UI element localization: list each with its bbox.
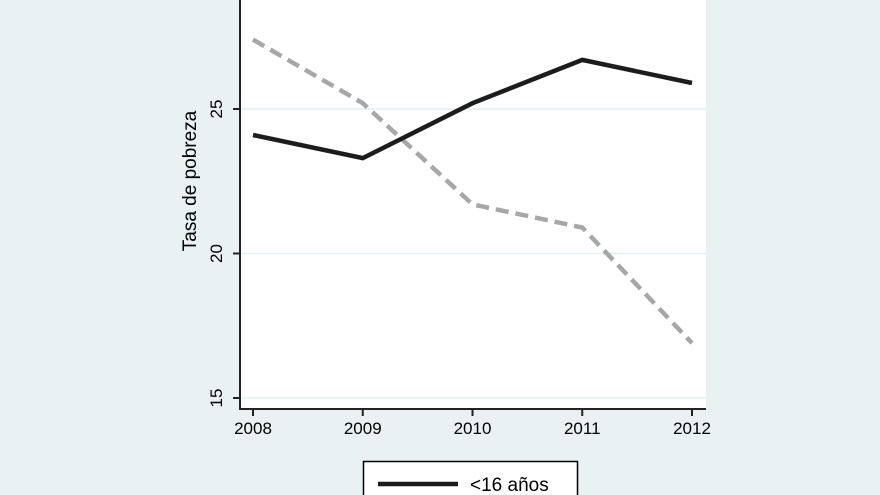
plot-area (240, 0, 706, 409)
series-line-1 (251, 37, 694, 345)
y-axis-title: Tasa de pobreza (180, 110, 201, 251)
legend-box (362, 460, 579, 495)
series-line-0 (252, 57, 693, 161)
y-tick-label-25: 25 (207, 100, 226, 119)
x-tick-label-2008: 2008 (234, 419, 272, 438)
x-tick-label-2009: 2009 (344, 419, 382, 438)
x-tick-label-2010: 2010 (454, 419, 492, 438)
y-tick-label-20: 20 (207, 244, 226, 263)
legend: <16 años (362, 460, 579, 495)
y-tick-label-15: 15 (207, 389, 226, 408)
x-tick-label-2012: 2012 (673, 419, 711, 438)
legend-label: <16 años (470, 475, 549, 495)
x-tick-label-2011: 2011 (564, 419, 601, 438)
